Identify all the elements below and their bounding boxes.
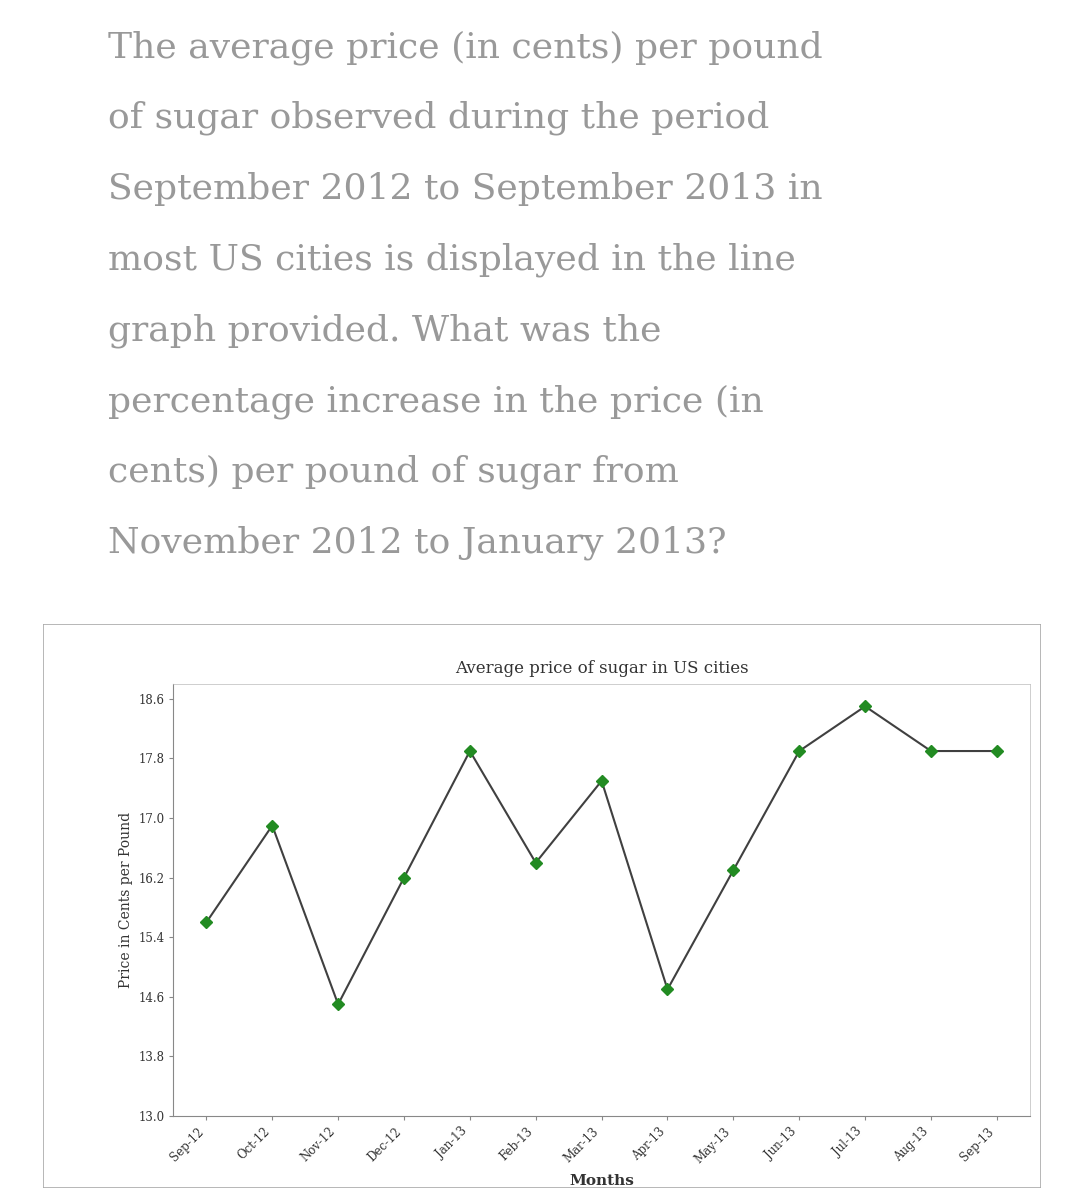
Text: most US cities is displayed in the line: most US cities is displayed in the line <box>108 242 797 277</box>
X-axis label: Months: Months <box>569 1174 634 1188</box>
Text: of sugar observed during the period: of sugar observed during the period <box>108 101 770 136</box>
Y-axis label: Price in Cents per Pound: Price in Cents per Pound <box>119 812 132 988</box>
Text: percentage increase in the price (in: percentage increase in the price (in <box>108 384 764 419</box>
Text: The average price (in cents) per pound: The average price (in cents) per pound <box>108 30 823 65</box>
Text: graph provided. What was the: graph provided. What was the <box>108 313 662 348</box>
Text: cents) per pound of sugar from: cents) per pound of sugar from <box>108 455 680 490</box>
Text: November 2012 to January 2013?: November 2012 to January 2013? <box>108 526 727 560</box>
Text: September 2012 to September 2013 in: September 2012 to September 2013 in <box>108 172 823 205</box>
Title: Average price of sugar in US cities: Average price of sugar in US cities <box>455 660 748 677</box>
